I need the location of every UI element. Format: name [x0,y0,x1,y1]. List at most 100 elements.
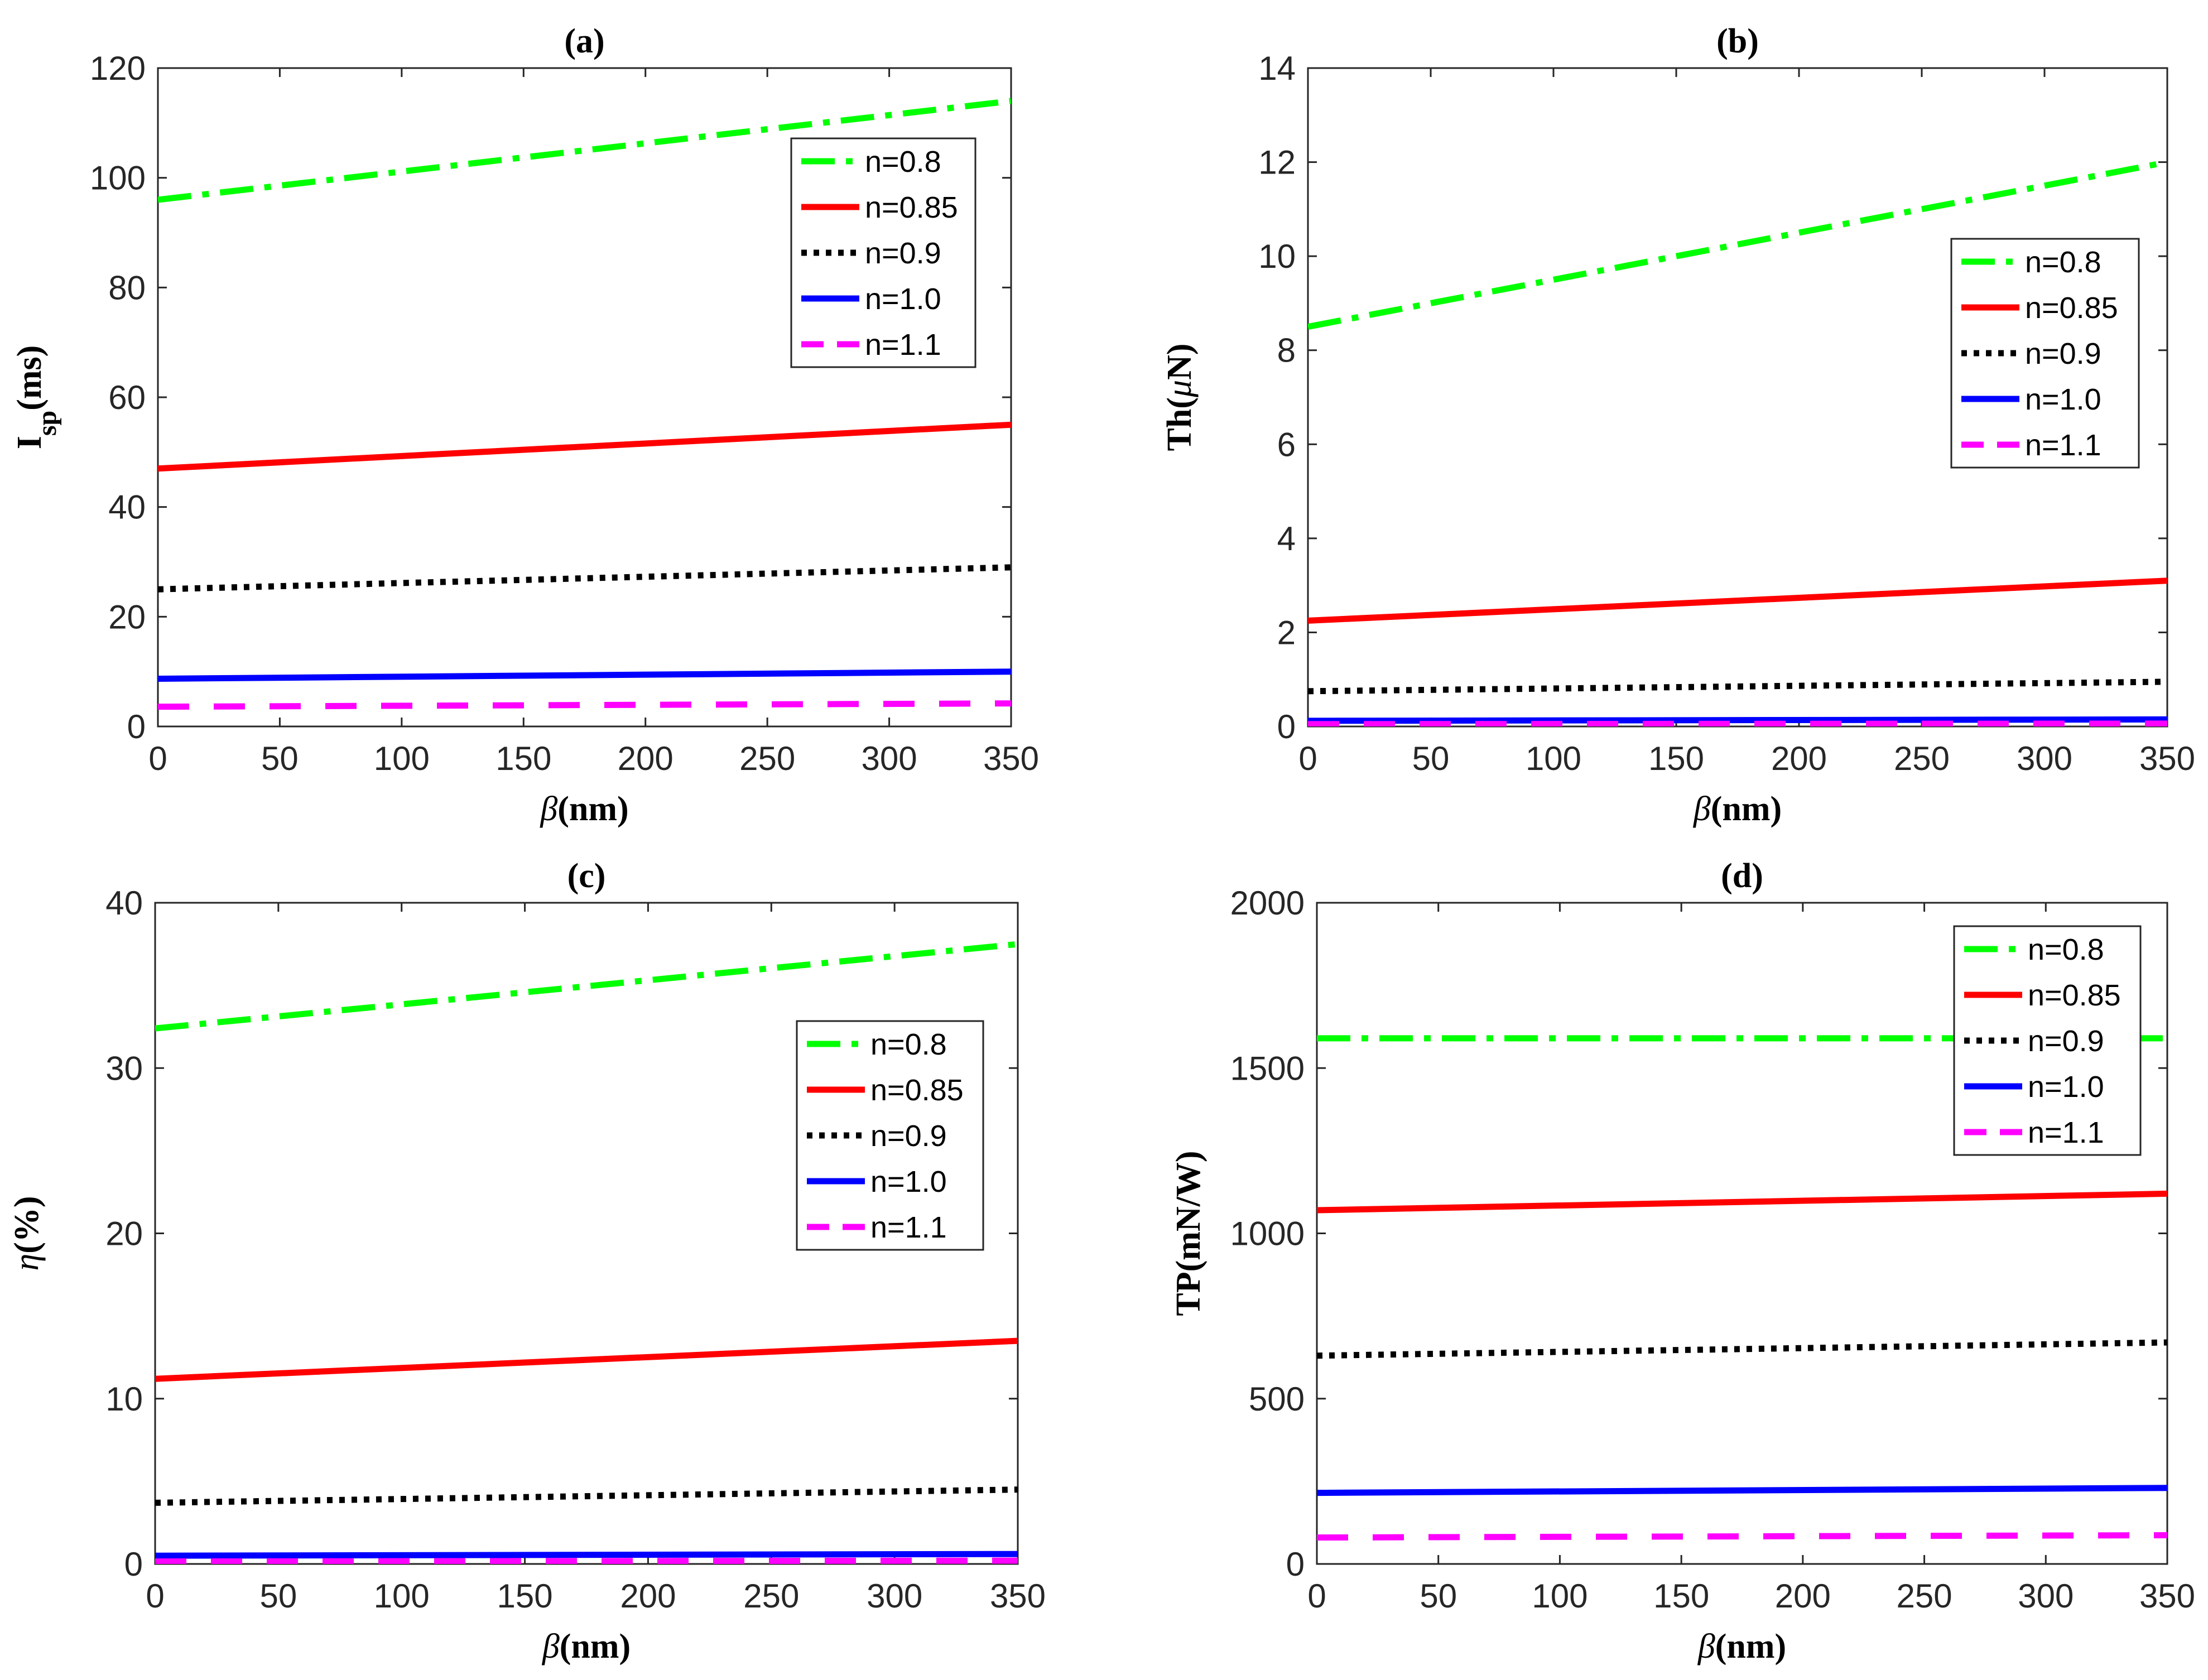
panel-title: (c) [567,857,606,895]
x-tick-label: 0 [148,740,167,777]
y-tick-label: 20 [105,1215,143,1253]
x-tick-label: 300 [2017,740,2072,777]
panel-title: (b) [1716,22,1759,60]
x-tick-label: 0 [1298,740,1317,777]
x-tick-label: 150 [1648,740,1704,777]
legend-label: n=1.0 [865,282,941,316]
panel-title: (d) [1721,857,1763,895]
legend-label: n=0.8 [870,1028,947,1061]
y-tick-label: 14 [1258,50,1296,87]
legend-label: n=0.9 [865,237,941,270]
x-tick-label: 150 [497,1577,553,1615]
series-line-n=0.9 [155,1486,1018,1506]
series-line-n=0.8 [1308,159,2167,330]
x-tick-label: 100 [1526,740,1581,777]
x-tick-label: 100 [1532,1577,1588,1615]
x-tick-label: 50 [1412,740,1450,777]
series-group [158,98,1011,710]
chart-panel-1: 0 50 100 150 200 250 300 350 0 20 40 60 80 100 120 n=0.… [11,22,1039,828]
x-tick-label: 150 [1653,1577,1709,1615]
x-tick-label: 350 [983,740,1039,777]
series-line-n=1.0 [158,668,1011,682]
y-axis-label: Th(μN) [1161,343,1199,451]
legend-label: n=1.0 [870,1165,947,1198]
series-group [1308,159,2167,726]
y-tick-label: 0 [1286,1546,1305,1583]
legend-label: n=0.9 [870,1119,947,1153]
legend-label: n=0.85 [870,1074,964,1107]
series-line-n=1.1 [1317,1532,2167,1541]
x-axis-label: β(nm) [542,1628,631,1665]
y-tick-label: 0 [124,1546,143,1583]
legend: n=0.8 n=0.85 n=0.9 n=1.0 n=1.1 [1953,925,2142,1156]
series-line-n=0.85 [1308,577,2167,624]
y-tick-label: 1000 [1230,1215,1305,1253]
x-tick-label: 250 [1897,1577,1952,1615]
x-tick-label: 200 [620,1577,676,1615]
y-tick-label: 1500 [1230,1050,1305,1087]
x-tick-label: 50 [259,1577,297,1615]
y-tick-label: 6 [1277,426,1296,463]
chart-panel-4: 0 50 100 150 200 250 300 350 0 500 1000 1500 2000 n=0… [1170,857,2195,1665]
y-tick-label: 12 [1258,144,1296,181]
legend-label: n=1.1 [2028,1116,2104,1149]
series-line-n=1.0 [1317,1485,2167,1496]
legend-label: n=0.85 [2028,979,2121,1012]
y-tick-label: 10 [1258,238,1296,275]
x-axis-label: β(nm) [1693,790,1782,828]
y-tick-label: 0 [1277,708,1296,745]
x-tick-label: 250 [739,740,795,777]
x-tick-label: 300 [862,740,917,777]
y-tick-label: 8 [1277,332,1296,369]
x-tick-label: 100 [374,1577,430,1615]
series-line-n=1.0 [155,1551,1018,1559]
y-tick-label: 40 [108,489,146,526]
y-tick-label: 40 [105,884,143,922]
x-tick-label: 250 [1894,740,1950,777]
legend-label: n=0.8 [2025,245,2101,279]
legend-label: n=0.85 [865,191,958,224]
x-tick-label: 50 [261,740,299,777]
x-tick-label: 350 [2139,1577,2195,1615]
y-tick-label: 60 [108,379,146,416]
series-line-n=1.0 [1308,716,2167,724]
x-axis-label: β(nm) [540,790,628,828]
x-tick-label: 200 [1775,1577,1831,1615]
legend-box [1950,238,2140,469]
legend-label: n=0.8 [865,145,941,179]
legend-box [1953,925,2142,1156]
x-tick-label: 0 [146,1577,164,1615]
x-tick-label: 150 [496,740,551,777]
y-axis-label: η(%) [8,1196,46,1270]
y-tick-label: 2 [1277,614,1296,651]
x-tick-label: 250 [743,1577,799,1615]
legend-label: n=0.8 [2028,933,2104,966]
y-tick-label: 80 [108,269,146,306]
series-line-n=0.8 [158,98,1011,203]
legend-box [790,137,976,368]
legend-label: n=1.1 [870,1211,947,1244]
series-line-n=1.1 [158,700,1011,710]
series-line-n=0.9 [1308,678,2167,695]
y-axis-label: TP(mN/W) [1170,1151,1208,1316]
x-tick-label: 0 [1307,1577,1326,1615]
y-tick-label: 0 [127,708,146,745]
panel-title: (a) [564,22,604,60]
chart-panel-2: 0 50 100 150 200 250 300 35002468101214n=0.8n=0… [1161,22,2195,828]
x-tick-label: 100 [374,740,430,777]
series-line-n=0.8 [155,941,1018,1032]
x-tick-label: 300 [867,1577,922,1615]
legend-label: n=1.0 [2025,383,2101,416]
y-tick-label: 10 [105,1380,143,1418]
y-tick-label: 2000 [1230,884,1305,922]
y-tick-label: 30 [105,1050,143,1087]
x-tick-label: 300 [2018,1577,2074,1615]
series-group [1317,1035,2167,1541]
chart-panel-3: 0 50 100 150 200 250 300 350010203040n=0.8n=0.8… [8,857,1046,1665]
legend: n=0.8 n=0.85 n=0.9 n=1.0 n=1.1 [1950,238,2140,469]
x-axis-label: β(nm) [1697,1628,1786,1665]
y-tick-label: 4 [1277,520,1296,557]
series-group [155,941,1018,1564]
legend: n=0.8 n=0.85 n=0.9 n=1.0 n=1.1 [790,137,976,368]
